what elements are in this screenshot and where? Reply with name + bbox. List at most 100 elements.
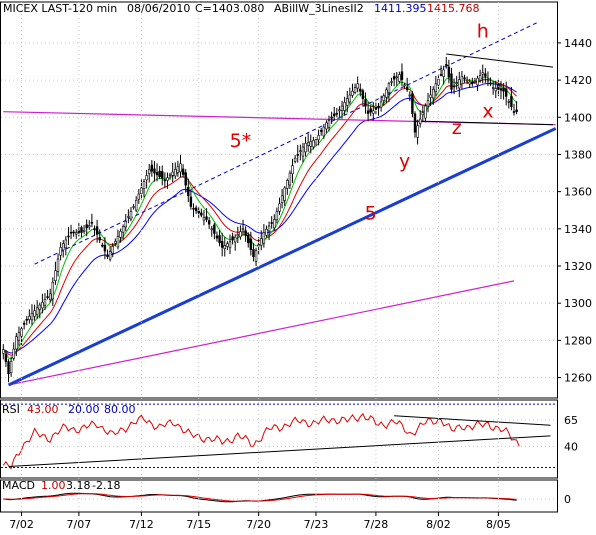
candle-body: [174, 169, 177, 177]
candle-body: [447, 66, 451, 78]
x-tick-label: 7/28: [364, 518, 389, 531]
candle-body: [145, 175, 148, 181]
rsi-line: [2, 412, 520, 470]
header-value1: 1411.395: [374, 2, 427, 15]
candle-body: [468, 81, 471, 85]
main-support-trendline: [7, 127, 557, 387]
candle-body: [413, 113, 417, 133]
candle-body: [351, 90, 354, 96]
candle-body: [252, 249, 255, 258]
x-tick-label: 7/20: [246, 518, 271, 531]
candle-body: [64, 239, 68, 249]
x-tick-label: 7/07: [67, 518, 92, 531]
candle-body: [450, 73, 453, 90]
candle-body: [17, 332, 21, 341]
candle-body: [452, 85, 456, 88]
candle-body: [176, 166, 180, 173]
candle-body: [330, 116, 333, 119]
candle-body: [12, 348, 15, 359]
lower-magenta-line: [8, 280, 515, 386]
candle-body: [213, 224, 216, 234]
candle-body: [51, 281, 55, 300]
price-tick-label: 1280: [564, 334, 592, 347]
candle-body: [75, 232, 78, 235]
candle-body: [463, 77, 466, 80]
candle-body: [244, 230, 247, 237]
candle-body: [335, 112, 339, 115]
candle-body: [35, 307, 39, 315]
candle-body: [56, 258, 60, 272]
rsi-trend-upper: [394, 415, 551, 426]
candle-body: [424, 105, 427, 119]
candle-body: [241, 228, 245, 231]
rsi-level-high: 80.00: [104, 403, 136, 416]
macd-value-2: 3.18: [66, 479, 91, 492]
candle-body: [319, 130, 323, 132]
candle-body: [7, 361, 10, 375]
candle-body: [260, 238, 263, 246]
candle-body: [291, 165, 294, 175]
candle-body: [416, 125, 419, 138]
candle-body: [306, 142, 310, 146]
rsi-panel: 65 40: [0, 399, 578, 479]
candle-body: [278, 203, 281, 212]
candle-body: [293, 157, 297, 162]
candle-body: [343, 102, 346, 111]
wave-label: 5: [365, 203, 377, 225]
candle-body: [202, 217, 206, 221]
candle-body: [103, 244, 107, 252]
candle-body: [210, 228, 213, 231]
price-tick-label: 1440: [564, 37, 592, 50]
candle-body: [88, 225, 91, 228]
candle-body: [148, 169, 151, 174]
candle-body: [62, 243, 65, 251]
chart-header: MICEX LAST-120 min 08/06/2010 C=1403.080…: [3, 2, 480, 15]
candle-body: [439, 74, 443, 76]
candle-body: [283, 187, 286, 201]
candle-body: [364, 99, 367, 107]
candle-body: [478, 75, 482, 81]
candle-body: [111, 246, 114, 254]
candle-body: [486, 79, 490, 82]
candle-body: [2, 349, 5, 354]
candle-body: [233, 236, 237, 243]
candle-body: [340, 105, 344, 111]
candle-body: [82, 229, 86, 232]
header-close: C=1403.080: [195, 2, 264, 15]
candle-body: [67, 235, 70, 238]
candle-body: [236, 234, 240, 237]
candle-body: [353, 87, 357, 93]
header-value2: 1415.768: [427, 2, 480, 15]
candle-body: [108, 251, 112, 260]
header-indicator: ABillW_3LinesII2: [274, 2, 364, 15]
candle-body: [471, 81, 474, 85]
candle-body: [432, 89, 435, 99]
candle-body: [499, 88, 503, 91]
candle-body: [153, 168, 156, 174]
candle-body: [30, 313, 34, 321]
header-symbol: MICEX LAST-120 min: [3, 2, 117, 15]
candle-body: [192, 207, 195, 210]
candle-body: [134, 200, 138, 211]
candle-body: [491, 87, 495, 89]
candle-body: [455, 82, 458, 85]
candle-body: [179, 163, 182, 173]
candle-body: [426, 100, 430, 107]
candle-body: [25, 318, 28, 321]
rsi-label: RSI: [2, 403, 20, 416]
candle-body: [395, 76, 398, 79]
candle-body: [33, 310, 36, 317]
candle-body: [473, 80, 477, 83]
candle-body: [59, 247, 62, 256]
candle-body: [418, 118, 422, 124]
candle-body: [400, 71, 404, 80]
candle-body: [28, 315, 31, 321]
candle-body: [502, 87, 505, 92]
candle-body: [379, 101, 383, 108]
candle-body: [228, 241, 232, 249]
candle-body: [322, 126, 326, 137]
wave-label: z: [452, 117, 462, 139]
candle-body: [366, 110, 370, 114]
candle-body: [129, 211, 133, 220]
